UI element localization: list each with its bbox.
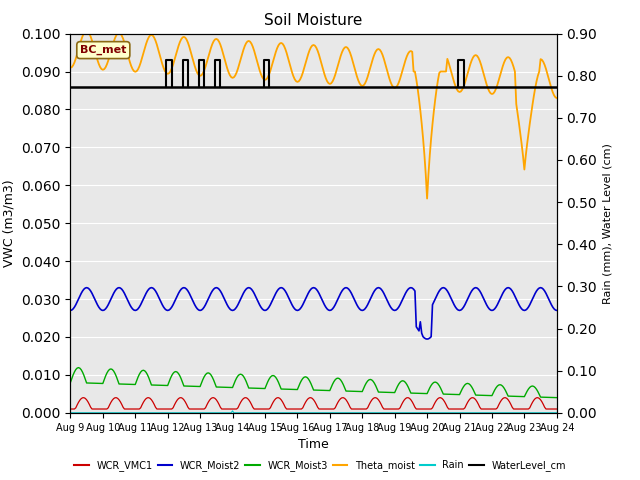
Text: BC_met: BC_met: [80, 45, 127, 55]
Title: Soil Moisture: Soil Moisture: [264, 13, 363, 28]
Legend: WCR_VMC1, WCR_Moist2, WCR_Moist3, Theta_moist, Rain, WaterLevel_cm: WCR_VMC1, WCR_Moist2, WCR_Moist3, Theta_…: [70, 456, 570, 475]
Y-axis label: Rain (mm), Water Level (cm): Rain (mm), Water Level (cm): [603, 143, 613, 304]
X-axis label: Time: Time: [298, 438, 329, 451]
Y-axis label: VWC (m3/m3): VWC (m3/m3): [3, 180, 15, 267]
